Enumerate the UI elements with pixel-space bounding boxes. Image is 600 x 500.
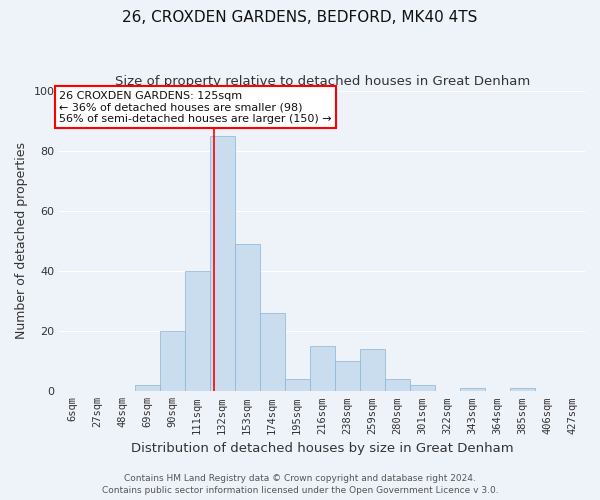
Bar	[235, 244, 260, 392]
Bar	[160, 331, 185, 392]
Text: 26 CROXDEN GARDENS: 125sqm
← 36% of detached houses are smaller (98)
56% of semi: 26 CROXDEN GARDENS: 125sqm ← 36% of deta…	[59, 90, 332, 124]
Bar	[310, 346, 335, 392]
Y-axis label: Number of detached properties: Number of detached properties	[15, 142, 28, 340]
Bar	[209, 136, 235, 392]
Bar	[385, 380, 410, 392]
Title: Size of property relative to detached houses in Great Denham: Size of property relative to detached ho…	[115, 75, 530, 88]
Text: 26, CROXDEN GARDENS, BEDFORD, MK40 4TS: 26, CROXDEN GARDENS, BEDFORD, MK40 4TS	[122, 10, 478, 25]
Bar	[410, 386, 435, 392]
X-axis label: Distribution of detached houses by size in Great Denham: Distribution of detached houses by size …	[131, 442, 514, 455]
Bar	[510, 388, 535, 392]
Bar	[260, 313, 284, 392]
Bar	[284, 380, 310, 392]
Bar	[134, 386, 160, 392]
Text: Contains HM Land Registry data © Crown copyright and database right 2024.
Contai: Contains HM Land Registry data © Crown c…	[101, 474, 499, 495]
Bar	[360, 349, 385, 392]
Bar	[460, 388, 485, 392]
Bar	[185, 271, 209, 392]
Bar	[335, 361, 360, 392]
